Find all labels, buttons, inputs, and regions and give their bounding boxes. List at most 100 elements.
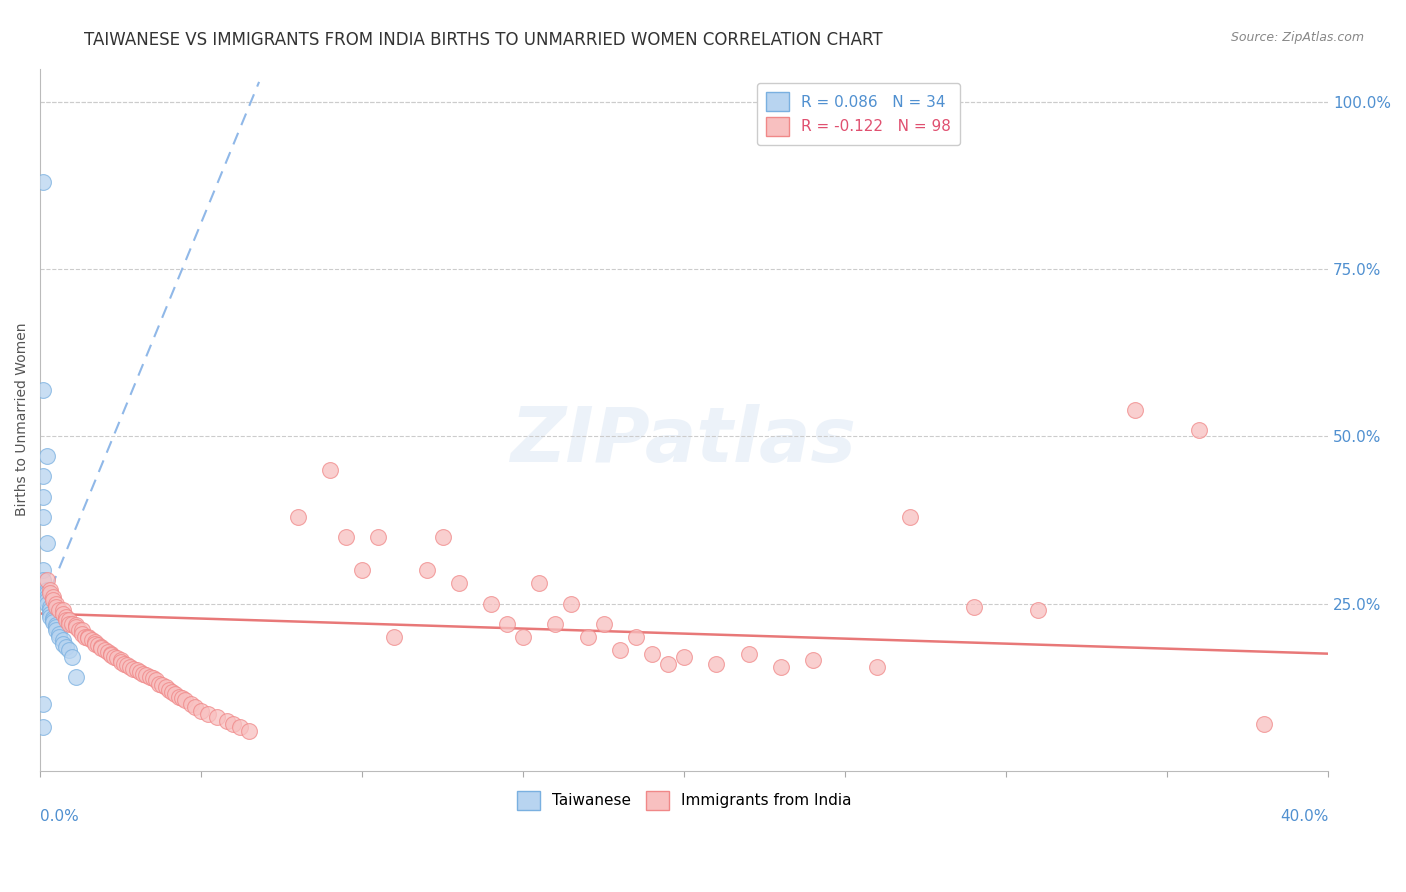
- Point: [183, 700, 205, 714]
- Point: [48, 603, 70, 617]
- Point: [496, 616, 519, 631]
- Point: [704, 657, 727, 671]
- Point: [1253, 717, 1275, 731]
- Point: [32, 720, 55, 734]
- Point: [529, 576, 551, 591]
- Point: [87, 638, 110, 652]
- Point: [70, 626, 93, 640]
- Point: [238, 723, 260, 738]
- Point: [592, 616, 614, 631]
- Point: [38, 607, 60, 621]
- Point: [105, 651, 128, 665]
- Point: [155, 680, 177, 694]
- Point: [52, 633, 75, 648]
- Point: [657, 657, 679, 671]
- Point: [352, 563, 374, 577]
- Point: [319, 463, 342, 477]
- Point: [45, 620, 67, 634]
- Point: [120, 660, 142, 674]
- Point: [801, 653, 824, 667]
- Point: [1123, 402, 1146, 417]
- Point: [45, 597, 67, 611]
- Point: [367, 530, 389, 544]
- Point: [32, 509, 55, 524]
- Point: [112, 657, 135, 671]
- Point: [641, 647, 664, 661]
- Point: [142, 672, 165, 686]
- Point: [222, 717, 245, 731]
- Point: [55, 640, 77, 654]
- Point: [60, 650, 83, 665]
- Point: [67, 624, 90, 638]
- Point: [335, 530, 357, 544]
- Point: [42, 611, 65, 625]
- Point: [35, 573, 58, 587]
- Point: [148, 677, 170, 691]
- Legend: Taiwanese, Immigrants from India: Taiwanese, Immigrants from India: [510, 785, 858, 815]
- Point: [138, 670, 160, 684]
- Point: [167, 690, 190, 705]
- Y-axis label: Births to Unmarried Women: Births to Unmarried Women: [15, 323, 30, 516]
- Point: [673, 650, 696, 665]
- Point: [576, 630, 599, 644]
- Point: [544, 616, 567, 631]
- Point: [38, 603, 60, 617]
- Point: [132, 666, 155, 681]
- Point: [35, 583, 58, 598]
- Point: [165, 687, 187, 701]
- Point: [32, 490, 55, 504]
- Point: [769, 660, 792, 674]
- Point: [190, 704, 212, 718]
- Point: [35, 450, 58, 464]
- Point: [52, 603, 75, 617]
- Point: [48, 626, 70, 640]
- Point: [65, 670, 87, 684]
- Point: [35, 593, 58, 607]
- Point: [48, 630, 70, 644]
- Point: [560, 597, 582, 611]
- Point: [75, 630, 97, 644]
- Point: [35, 597, 58, 611]
- Point: [512, 630, 534, 644]
- Point: [65, 618, 87, 632]
- Point: [35, 536, 58, 550]
- Point: [77, 632, 100, 646]
- Point: [609, 643, 631, 657]
- Point: [129, 665, 152, 679]
- Point: [70, 624, 93, 638]
- Point: [42, 593, 65, 607]
- Point: [83, 634, 105, 648]
- Point: [135, 668, 157, 682]
- Point: [45, 599, 67, 614]
- Point: [77, 630, 100, 644]
- Text: 40.0%: 40.0%: [1279, 809, 1329, 824]
- Point: [32, 697, 55, 711]
- Point: [110, 653, 132, 667]
- Point: [100, 647, 122, 661]
- Point: [38, 586, 60, 600]
- Point: [42, 613, 65, 627]
- Point: [90, 641, 112, 656]
- Point: [170, 691, 193, 706]
- Text: TAIWANESE VS IMMIGRANTS FROM INDIA BIRTHS TO UNMARRIED WOMEN CORRELATION CHART: TAIWANESE VS IMMIGRANTS FROM INDIA BIRTH…: [84, 31, 883, 49]
- Point: [432, 530, 454, 544]
- Point: [229, 720, 252, 734]
- Point: [35, 590, 58, 604]
- Text: ZIPatlas: ZIPatlas: [512, 404, 858, 478]
- Text: 0.0%: 0.0%: [41, 809, 79, 824]
- Point: [38, 610, 60, 624]
- Point: [1028, 603, 1050, 617]
- Point: [58, 616, 80, 631]
- Point: [624, 630, 647, 644]
- Point: [38, 583, 60, 598]
- Text: Source: ZipAtlas.com: Source: ZipAtlas.com: [1230, 31, 1364, 45]
- Point: [42, 590, 65, 604]
- Point: [55, 613, 77, 627]
- Point: [174, 693, 197, 707]
- Point: [52, 607, 75, 621]
- Point: [415, 563, 437, 577]
- Point: [32, 383, 55, 397]
- Point: [382, 630, 405, 644]
- Point: [898, 509, 921, 524]
- Point: [145, 673, 167, 688]
